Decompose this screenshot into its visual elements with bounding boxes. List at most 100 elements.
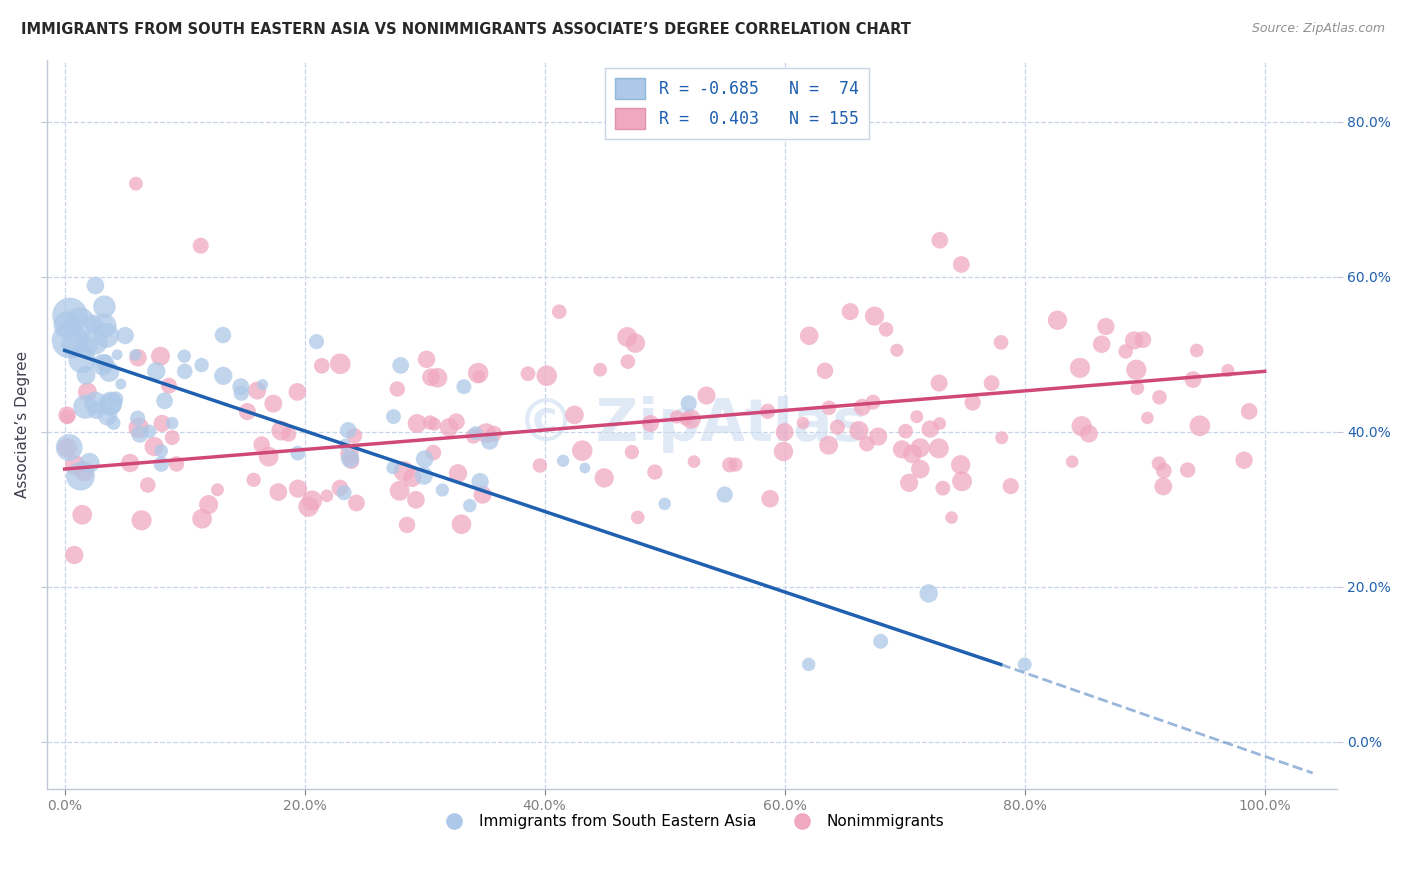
Point <box>683 455 706 469</box>
Point <box>446 415 468 429</box>
Point <box>405 492 427 507</box>
Point <box>827 420 849 434</box>
Point <box>419 370 441 384</box>
Point <box>388 483 411 498</box>
Point <box>96 409 118 423</box>
Point <box>894 424 917 438</box>
Point <box>73 464 96 478</box>
Point <box>63 338 86 352</box>
Point <box>190 238 212 252</box>
Point <box>59 308 82 322</box>
Point <box>589 362 612 376</box>
Point <box>287 482 309 496</box>
Point <box>1125 363 1147 377</box>
Point <box>1152 479 1174 493</box>
Point <box>415 352 437 367</box>
Point <box>100 398 122 412</box>
Point <box>950 475 973 489</box>
Point <box>1237 404 1260 418</box>
Point <box>453 380 475 394</box>
Point <box>1216 363 1239 377</box>
Point <box>675 412 697 426</box>
Point <box>311 359 333 373</box>
Point <box>1182 372 1205 386</box>
Point <box>990 335 1012 350</box>
Point <box>56 318 79 332</box>
Point <box>718 458 741 472</box>
Point <box>197 498 219 512</box>
Point <box>851 401 873 415</box>
Point <box>422 445 444 459</box>
Point <box>1233 453 1256 467</box>
Point <box>406 417 429 431</box>
Point <box>665 409 688 424</box>
Point <box>1062 455 1084 469</box>
Point <box>277 427 299 442</box>
Point <box>75 368 97 383</box>
Point <box>928 233 950 247</box>
Point <box>426 370 449 384</box>
Point <box>678 396 700 410</box>
Point <box>104 392 127 406</box>
Point <box>482 426 505 441</box>
Point <box>1153 464 1175 478</box>
Point <box>856 436 879 450</box>
Point <box>898 475 921 490</box>
Point <box>103 416 125 430</box>
Point <box>713 487 735 501</box>
Point <box>118 456 141 470</box>
Point <box>458 499 481 513</box>
Point <box>56 409 79 424</box>
Point <box>463 429 485 443</box>
Point <box>125 177 148 191</box>
Point <box>252 377 274 392</box>
Point <box>340 454 363 468</box>
Point <box>980 376 1002 390</box>
Point <box>941 510 963 524</box>
Point <box>143 440 166 454</box>
Point <box>624 336 647 351</box>
Point <box>681 412 703 426</box>
Point <box>262 396 284 410</box>
Point <box>138 425 160 439</box>
Point <box>346 496 368 510</box>
Point <box>96 328 118 343</box>
Point <box>772 444 794 458</box>
Point <box>839 304 862 318</box>
Point <box>875 322 897 336</box>
Point <box>905 409 928 424</box>
Point <box>620 445 643 459</box>
Point <box>814 364 837 378</box>
Point <box>1123 334 1146 348</box>
Point <box>724 458 747 472</box>
Point <box>315 489 337 503</box>
Point <box>1069 360 1091 375</box>
Point <box>381 460 404 475</box>
Point <box>799 328 821 343</box>
Point <box>231 386 253 401</box>
Point <box>471 488 494 502</box>
Point <box>145 364 167 378</box>
Point <box>1136 410 1159 425</box>
Point <box>1126 381 1149 395</box>
Point <box>817 438 839 452</box>
Point <box>56 441 79 455</box>
Point <box>862 395 884 409</box>
Point <box>212 328 235 343</box>
Point <box>1149 390 1171 404</box>
Point <box>267 485 290 500</box>
Point <box>153 393 176 408</box>
Legend: Immigrants from South Eastern Asia, Nonimmigrants: Immigrants from South Eastern Asia, Noni… <box>433 808 950 836</box>
Point <box>932 481 955 495</box>
Point <box>413 452 436 467</box>
Point <box>571 443 593 458</box>
Point <box>419 416 441 430</box>
Point <box>207 483 229 497</box>
Point <box>468 369 491 384</box>
Point <box>56 408 79 422</box>
Point <box>246 384 269 398</box>
Point <box>868 429 890 443</box>
Point <box>285 384 308 399</box>
Point <box>58 441 80 455</box>
Point <box>593 471 616 485</box>
